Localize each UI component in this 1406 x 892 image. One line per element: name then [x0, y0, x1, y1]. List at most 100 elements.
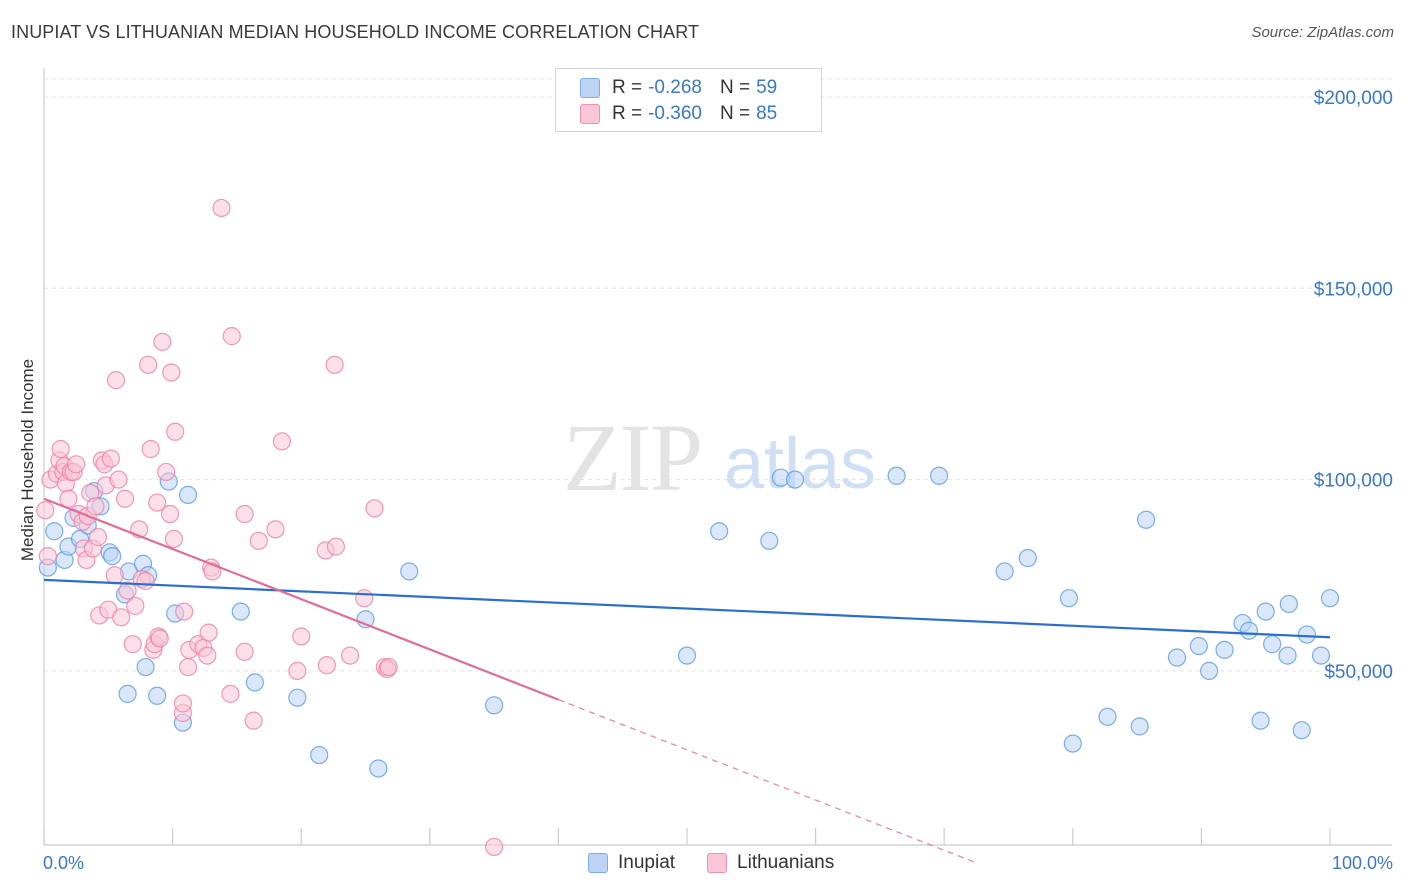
data-point [67, 455, 86, 474]
x-tick-label-max: 100.0% [1332, 853, 1393, 873]
data-point [148, 493, 167, 512]
data-point [45, 522, 64, 541]
data-point [235, 504, 254, 524]
data-point [51, 439, 70, 459]
data-point [178, 485, 198, 505]
series-lithuanians [36, 198, 504, 856]
series-swatch-inupiat [588, 853, 608, 873]
data-point [995, 562, 1014, 581]
data-point [677, 646, 697, 665]
legend-row-inupiat: R = -0.268 N = 59 [580, 77, 777, 99]
gridlines [44, 78, 1392, 672]
legend-r-value-lithuanians: -0.360 [648, 103, 702, 124]
data-point [136, 657, 155, 677]
data-point [1239, 621, 1259, 640]
data-point [109, 470, 128, 489]
data-point [1130, 717, 1149, 736]
data-point [317, 656, 337, 675]
series-inupiat [38, 466, 1340, 778]
tick-labels: $50,000 $100,000 $150,000 $200,000 0.0% 100.0… [43, 88, 1393, 873]
data-point [1063, 734, 1082, 753]
data-point [38, 547, 57, 566]
data-point [139, 355, 158, 374]
legend-swatch-inupiat [580, 78, 600, 98]
legend-r-label: R = [612, 103, 643, 124]
data-point [199, 623, 218, 642]
data-point [400, 562, 419, 581]
data-point [325, 355, 344, 374]
data-point [355, 589, 374, 608]
data-point [115, 489, 135, 508]
chart-source: Source: ZipAtlas.com [1251, 24, 1394, 41]
data-point [112, 608, 131, 627]
data-point [272, 432, 292, 451]
trend-line-lithuanians [43, 497, 559, 701]
series-swatch-lithuanians [707, 853, 728, 873]
data-point [710, 522, 729, 541]
data-point [266, 520, 285, 539]
data-point [1189, 636, 1208, 656]
data-point [245, 673, 265, 692]
y-tick-label: $50,000 [1324, 662, 1393, 683]
data-point [175, 602, 194, 621]
data-point [1320, 589, 1340, 608]
legend-swatch-lithuanians [580, 104, 600, 124]
data-point [340, 646, 360, 665]
data-point [288, 661, 307, 681]
data-point [88, 527, 108, 547]
data-point [326, 537, 346, 556]
series-legend-lithuanians[interactable]: Lithuanians [707, 852, 834, 874]
data-point [244, 711, 263, 730]
data-point [123, 635, 142, 654]
series-label-inupiat: Inupiat [618, 852, 676, 873]
trend-line-lithuanians-extrapolated [558, 698, 977, 864]
y-tick-label: $200,000 [1314, 88, 1393, 109]
watermark-zip: ZIP [563, 404, 701, 511]
data-point [141, 439, 160, 459]
data-point [1167, 648, 1187, 667]
x-tick-label-min: 0.0% [43, 853, 84, 873]
data-point [118, 581, 137, 600]
data-point [292, 627, 311, 646]
data-point [485, 696, 504, 715]
data-point [1292, 721, 1311, 740]
data-point [160, 504, 180, 524]
legend-n-label: N = [719, 77, 751, 98]
legend-n-value-inupiat: 59 [756, 77, 778, 98]
data-point [164, 529, 183, 549]
data-point [785, 470, 805, 489]
data-point [310, 745, 329, 765]
data-point [231, 602, 250, 621]
legend-r-label: R = [612, 77, 643, 98]
data-point [105, 566, 124, 585]
data-point [929, 466, 949, 485]
data-point [1200, 661, 1219, 681]
data-point [157, 462, 176, 482]
trend-lines [43, 497, 1331, 864]
data-point [173, 694, 192, 713]
watermark-atlas: atlas [724, 424, 876, 504]
data-point [153, 332, 172, 351]
data-point [760, 531, 779, 550]
data-point [1311, 646, 1331, 665]
data-point [36, 501, 55, 520]
data-point [369, 759, 388, 778]
data-point [1279, 594, 1298, 614]
data-point [1059, 589, 1079, 608]
data-point [106, 371, 126, 390]
data-point [1018, 548, 1037, 568]
legend-n-label: N = [719, 103, 751, 124]
data-point [249, 531, 268, 550]
data-point [221, 684, 240, 703]
data-point [162, 363, 181, 382]
series-legend-inupiat[interactable]: Inupiat [588, 852, 675, 874]
data-point [1137, 510, 1156, 529]
data-point [222, 327, 241, 346]
data-point [103, 547, 122, 566]
trend-line-inupiat [43, 578, 1331, 639]
data-point [1215, 640, 1234, 659]
series-legend: Inupiat Lithuanians [588, 852, 866, 874]
data-point [365, 499, 384, 518]
data-point [485, 837, 504, 856]
